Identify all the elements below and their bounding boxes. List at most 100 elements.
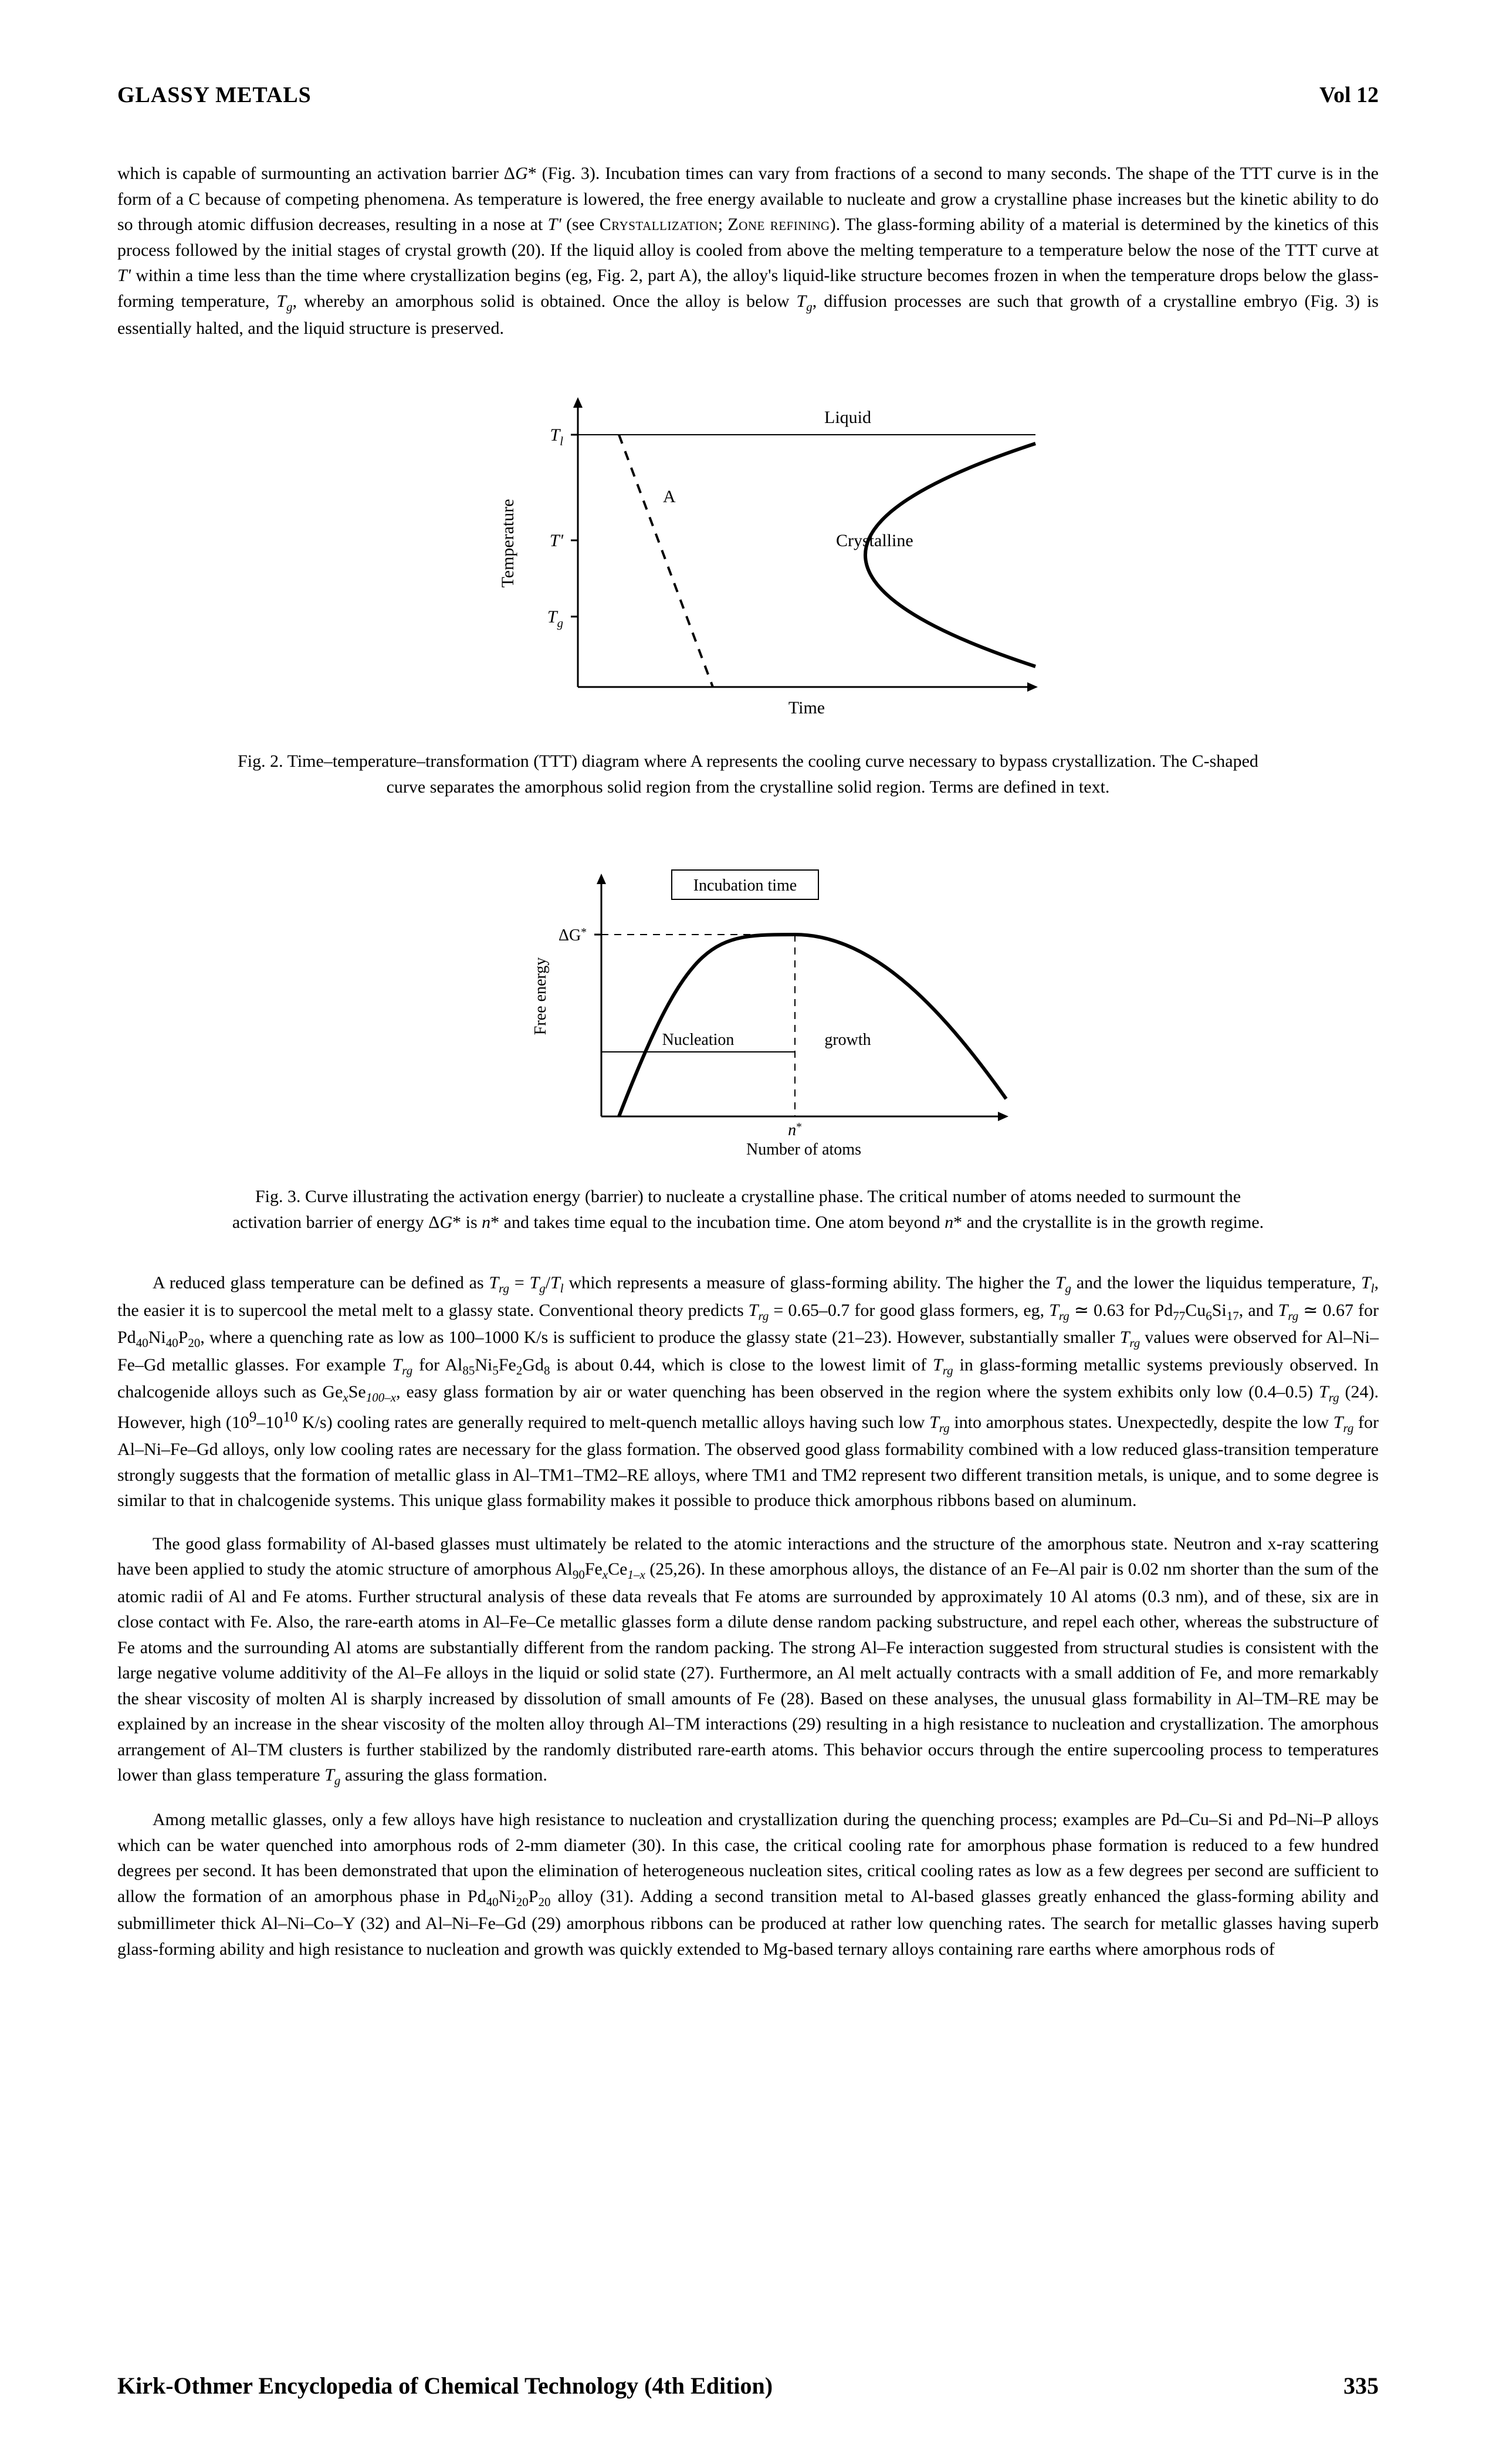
- p1-sep: ;: [718, 215, 728, 234]
- svg-text:Number of atoms: Number of atoms: [746, 1140, 861, 1159]
- figure-2-caption: Fig. 2. Time–temperature–transformation …: [223, 749, 1273, 800]
- f3c-n2: n: [945, 1213, 953, 1232]
- p3-t1c: Ce: [608, 1559, 627, 1579]
- p4-f1b: 20: [516, 1895, 529, 1909]
- p1-t9: T: [276, 292, 286, 311]
- p1-sub11: g: [806, 300, 813, 314]
- p2-f26b: 100–x: [366, 1390, 396, 1404]
- p2-t5: /: [546, 1273, 550, 1292]
- p1-sub9: g: [286, 300, 293, 314]
- p1-t10: , whereby an amorphous solid is obtained…: [293, 292, 797, 311]
- svg-text:Liquid: Liquid: [824, 408, 871, 427]
- p1-sc1: Crystallization: [600, 215, 718, 234]
- p4-t1c: P: [529, 1887, 539, 1906]
- p2-sub14: rg: [1059, 1309, 1069, 1323]
- p2-t23b: Ni: [475, 1355, 492, 1375]
- p3-t3: T: [324, 1765, 334, 1785]
- p2-t20: T: [1120, 1328, 1130, 1347]
- p1-t4: T': [548, 215, 561, 234]
- p2-t4: T: [530, 1273, 540, 1292]
- para-2: A reduced glass temperature can be defin…: [117, 1270, 1379, 1513]
- p2-t31: T: [929, 1413, 939, 1432]
- p2-sub33: rg: [1343, 1421, 1353, 1435]
- p2-t7: which represents a measure of glass-form…: [564, 1273, 1055, 1292]
- para-4: Among metallic glasses, only a few alloy…: [117, 1807, 1379, 1962]
- p2-sub31: rg: [939, 1421, 950, 1435]
- p3-f1a: 90: [573, 1568, 585, 1582]
- figure-3: ΔG*NucleationgrowthIncubation timen*Free…: [117, 835, 1379, 1166]
- p3-t1b: Fe: [585, 1559, 603, 1579]
- svg-text:Incubation time: Incubation time: [693, 876, 797, 895]
- p2-t12: T: [749, 1301, 759, 1320]
- figure-2: Tl T' Tg Liquid Crystalline A Temperature Time: [117, 364, 1379, 731]
- publication-title: Kirk-Othmer Encyclopedia of Chemical Tec…: [117, 2372, 773, 2399]
- p2-t32: into amorphous states. Unexpectedly, des…: [950, 1413, 1333, 1432]
- p2-sup29a: 9: [249, 1409, 257, 1425]
- page-header: GLASSY METALS Vol 12: [117, 82, 1379, 108]
- svg-text:T': T': [550, 531, 564, 550]
- p2-f23b: 5: [492, 1363, 499, 1377]
- p2-f15c: 17: [1227, 1309, 1239, 1323]
- svg-text:Tg: Tg: [547, 607, 563, 630]
- p1-t11: T: [797, 292, 807, 311]
- p3-f1c: 1–x: [628, 1568, 645, 1582]
- svg-text:ΔG*: ΔG*: [559, 926, 587, 945]
- p2-t15: ≃ 0.63 for Pd: [1069, 1301, 1173, 1320]
- p2-t23: for Al: [412, 1355, 462, 1375]
- p2-t17: T: [1278, 1301, 1288, 1320]
- p2-t23d: Gd: [522, 1355, 544, 1375]
- p2-t3: =: [509, 1273, 530, 1292]
- p2-f15a: 77: [1173, 1309, 1185, 1323]
- p2-sub20: rg: [1129, 1336, 1140, 1350]
- p2-f15b: 6: [1206, 1309, 1212, 1323]
- p2-t28: T: [1319, 1382, 1329, 1402]
- svg-text:Crystalline: Crystalline: [836, 531, 913, 550]
- p2-sub28: rg: [1329, 1390, 1339, 1404]
- p3-sub3: g: [334, 1773, 341, 1788]
- para-1: which is capable of surmounting an activ…: [117, 161, 1379, 341]
- svg-text:Time: Time: [788, 698, 825, 717]
- p1-t1: which is capable of surmounting an activ…: [117, 164, 515, 183]
- p2-t1: A reduced glass temperature can be defin…: [153, 1273, 489, 1292]
- p2-t27: , easy glass formation by air or water q…: [396, 1382, 1319, 1402]
- p2-f18b: 40: [166, 1336, 178, 1350]
- p2-t30: K/s) cooling rates are generally require…: [297, 1413, 929, 1432]
- p2-t25: T: [933, 1355, 943, 1375]
- figure-3-caption: Fig. 3. Curve illustrating the activatio…: [223, 1184, 1273, 1235]
- p2-sub25: rg: [943, 1363, 953, 1377]
- p2-f26a: x: [343, 1390, 348, 1404]
- p2-t10: T: [1361, 1273, 1371, 1292]
- fig2-svg: Tl T' Tg Liquid Crystalline A Temperature Time: [425, 364, 1071, 728]
- p2-t15b: Cu: [1185, 1301, 1206, 1320]
- p2-sub22: rg: [402, 1363, 412, 1377]
- p2-sub8: g: [1065, 1281, 1072, 1295]
- p2-t22: T: [392, 1355, 402, 1375]
- f3c-p2: * is: [452, 1213, 482, 1232]
- svg-text:n*: n*: [788, 1121, 802, 1139]
- svg-text:A: A: [663, 487, 676, 506]
- p4-t1b: Ni: [499, 1887, 516, 1906]
- p2-sub2: rg: [499, 1281, 509, 1295]
- p2-t33: T: [1333, 1413, 1343, 1432]
- f3c-n: n: [482, 1213, 490, 1232]
- para-3: The good glass formability of Al-based g…: [117, 1531, 1379, 1790]
- p2-f18c: 20: [188, 1336, 200, 1350]
- volume-label: Vol 12: [1319, 82, 1379, 108]
- p2-f23a: 85: [462, 1363, 475, 1377]
- page: GLASSY METALS Vol 12 which is capable of…: [0, 0, 1496, 2464]
- fig3-svg: ΔG*NucleationgrowthIncubation timen*Free…: [455, 835, 1041, 1163]
- p4-f1c: 20: [538, 1895, 550, 1909]
- p1-sc2: Zone refining: [727, 215, 830, 234]
- p2-sup29b: 10: [283, 1409, 297, 1425]
- page-footer: Kirk-Othmer Encyclopedia of Chemical Tec…: [117, 2372, 1379, 2399]
- p2-t2: T: [489, 1273, 499, 1292]
- p2-t13: = 0.65–0.7 for good glass formers, eg,: [769, 1301, 1049, 1320]
- svg-text:growth: growth: [824, 1031, 871, 1049]
- p2-f18a: 40: [136, 1336, 148, 1350]
- svg-text:Temperature: Temperature: [498, 499, 517, 588]
- f3c-p4: * and the crystallite is in the growth r…: [953, 1213, 1264, 1232]
- p2-t16: , and: [1239, 1301, 1278, 1320]
- p3-f1b: x: [603, 1568, 608, 1582]
- p2-f23d: 8: [544, 1363, 550, 1377]
- svg-text:Tl: Tl: [550, 425, 564, 448]
